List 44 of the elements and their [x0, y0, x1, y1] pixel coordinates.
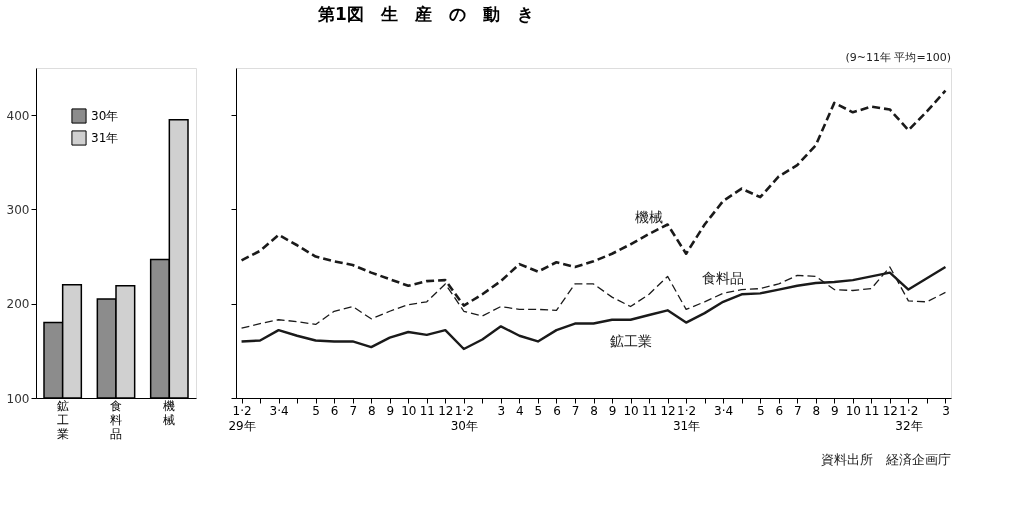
- y-tick-label: 400: [6, 108, 30, 123]
- x-tick-label: 5: [756, 403, 765, 418]
- x-tick-label: 8: [812, 403, 821, 418]
- y-tick-label: 100: [6, 391, 30, 406]
- x-tick-label: 10: [401, 403, 417, 418]
- x-tick-label: 11: [419, 403, 435, 418]
- x-tick-label: 8: [367, 403, 376, 418]
- x-tick-label: 8: [590, 403, 598, 418]
- legend-label: 30年: [91, 109, 119, 123]
- x-tick-label: 7: [793, 403, 802, 418]
- x-tick-label: 3·4: [714, 403, 734, 418]
- x-tick-label: 11: [641, 403, 658, 418]
- x-tick-label: 3: [942, 403, 950, 418]
- x-tick-label: 鉱工業: [56, 398, 69, 441]
- x-tick-label: 10: [623, 403, 639, 418]
- x-tick-label: 11: [864, 403, 880, 418]
- x-tick-label: 3·4: [269, 403, 289, 418]
- y-tick-label: 300: [6, 202, 30, 217]
- x-tick-label: 6: [775, 403, 784, 418]
- chart-title: 第1図 生 産 の 動 き: [316, 4, 534, 24]
- x-tick-label: 9: [608, 403, 617, 418]
- x-tick-label: 10: [845, 403, 861, 418]
- x-tick-label: 12: [882, 403, 899, 418]
- x-tick-label: 4: [516, 403, 524, 418]
- x-tick-label: 6: [553, 403, 561, 418]
- x-tick-label: 5: [312, 403, 320, 418]
- x-tick-label: 7: [571, 403, 580, 418]
- x-tick-label: 5: [534, 403, 543, 418]
- text: (9~11年 平均=100): [845, 51, 951, 64]
- x-tick-label: 6: [330, 403, 339, 418]
- text: 資料出所 経済企画庁: [821, 452, 951, 467]
- x-tick-label: 1·2 29年: [228, 403, 256, 433]
- legend-label: 31年: [91, 131, 119, 145]
- x-tick-label: 7: [349, 403, 358, 418]
- x-tick-label: 食料品: [110, 398, 122, 441]
- x-tick-label: 機械: [163, 398, 176, 427]
- series-label: 食料品: [702, 270, 745, 287]
- x-tick-label: 3: [497, 403, 506, 418]
- series-label: 機械: [635, 208, 664, 225]
- series-label: 鉱工業: [609, 332, 652, 349]
- x-tick-label: 9: [830, 403, 839, 418]
- x-tick-label: 12: [438, 403, 454, 418]
- y-tick-label: 200: [6, 297, 30, 312]
- x-tick-label: 9: [386, 403, 395, 418]
